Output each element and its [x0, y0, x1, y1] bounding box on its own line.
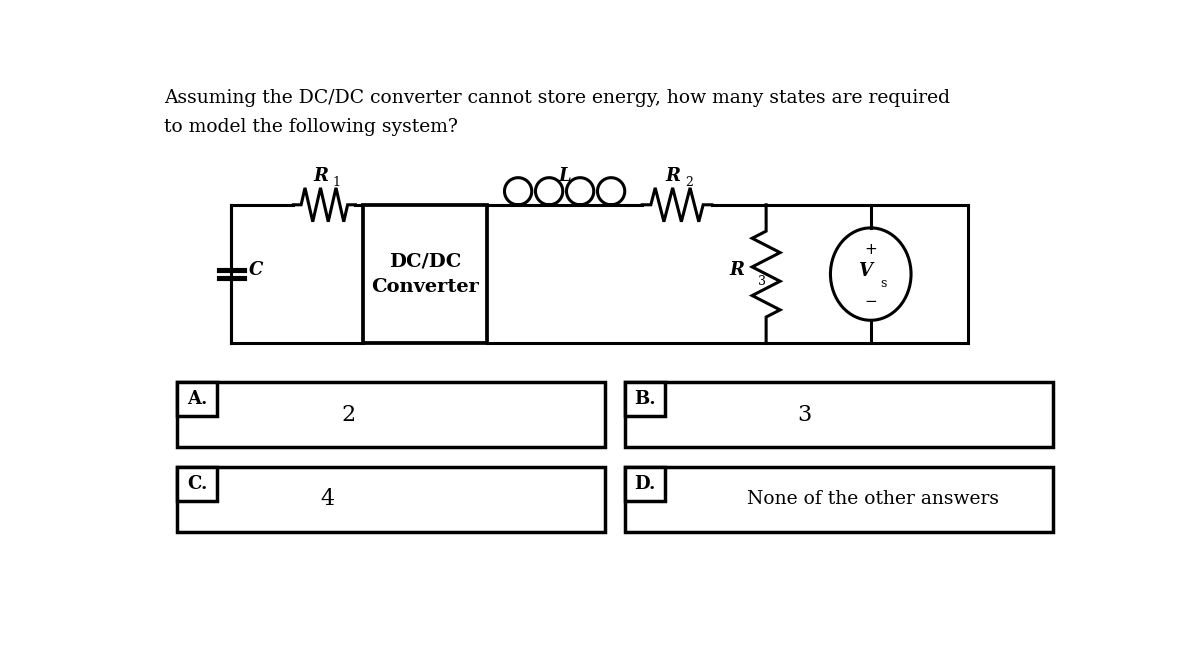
Text: V: V: [858, 262, 872, 280]
Text: 4: 4: [320, 488, 334, 510]
Text: B.: B.: [634, 390, 655, 408]
Bar: [625, 382, 1052, 448]
Bar: [625, 467, 665, 501]
Text: +: +: [864, 242, 877, 257]
Text: 2: 2: [685, 176, 692, 189]
Text: None of the other answers: None of the other answers: [748, 490, 1000, 508]
Text: 2: 2: [341, 404, 355, 426]
Text: C.: C.: [187, 475, 208, 493]
Bar: [178, 382, 605, 448]
Bar: [178, 382, 217, 416]
Text: R: R: [666, 167, 680, 185]
Bar: [178, 467, 217, 501]
Text: to model the following system?: to model the following system?: [164, 118, 458, 136]
Text: R: R: [313, 167, 328, 185]
Bar: [364, 205, 487, 344]
Text: −: −: [864, 293, 877, 309]
Text: 3: 3: [758, 275, 767, 288]
Text: DC/DC
Converter: DC/DC Converter: [371, 253, 479, 295]
Text: Assuming the DC/DC converter cannot store energy, how many states are required: Assuming the DC/DC converter cannot stor…: [164, 89, 950, 107]
Text: L: L: [558, 167, 571, 185]
Bar: [178, 467, 605, 532]
Text: A.: A.: [187, 390, 208, 408]
Bar: [625, 467, 1052, 532]
Text: D.: D.: [634, 475, 655, 493]
Bar: [625, 382, 665, 416]
Text: s: s: [880, 277, 887, 290]
Text: 1: 1: [332, 176, 340, 189]
Text: R: R: [730, 261, 744, 279]
Text: C: C: [248, 261, 263, 279]
Text: 3: 3: [798, 404, 811, 426]
